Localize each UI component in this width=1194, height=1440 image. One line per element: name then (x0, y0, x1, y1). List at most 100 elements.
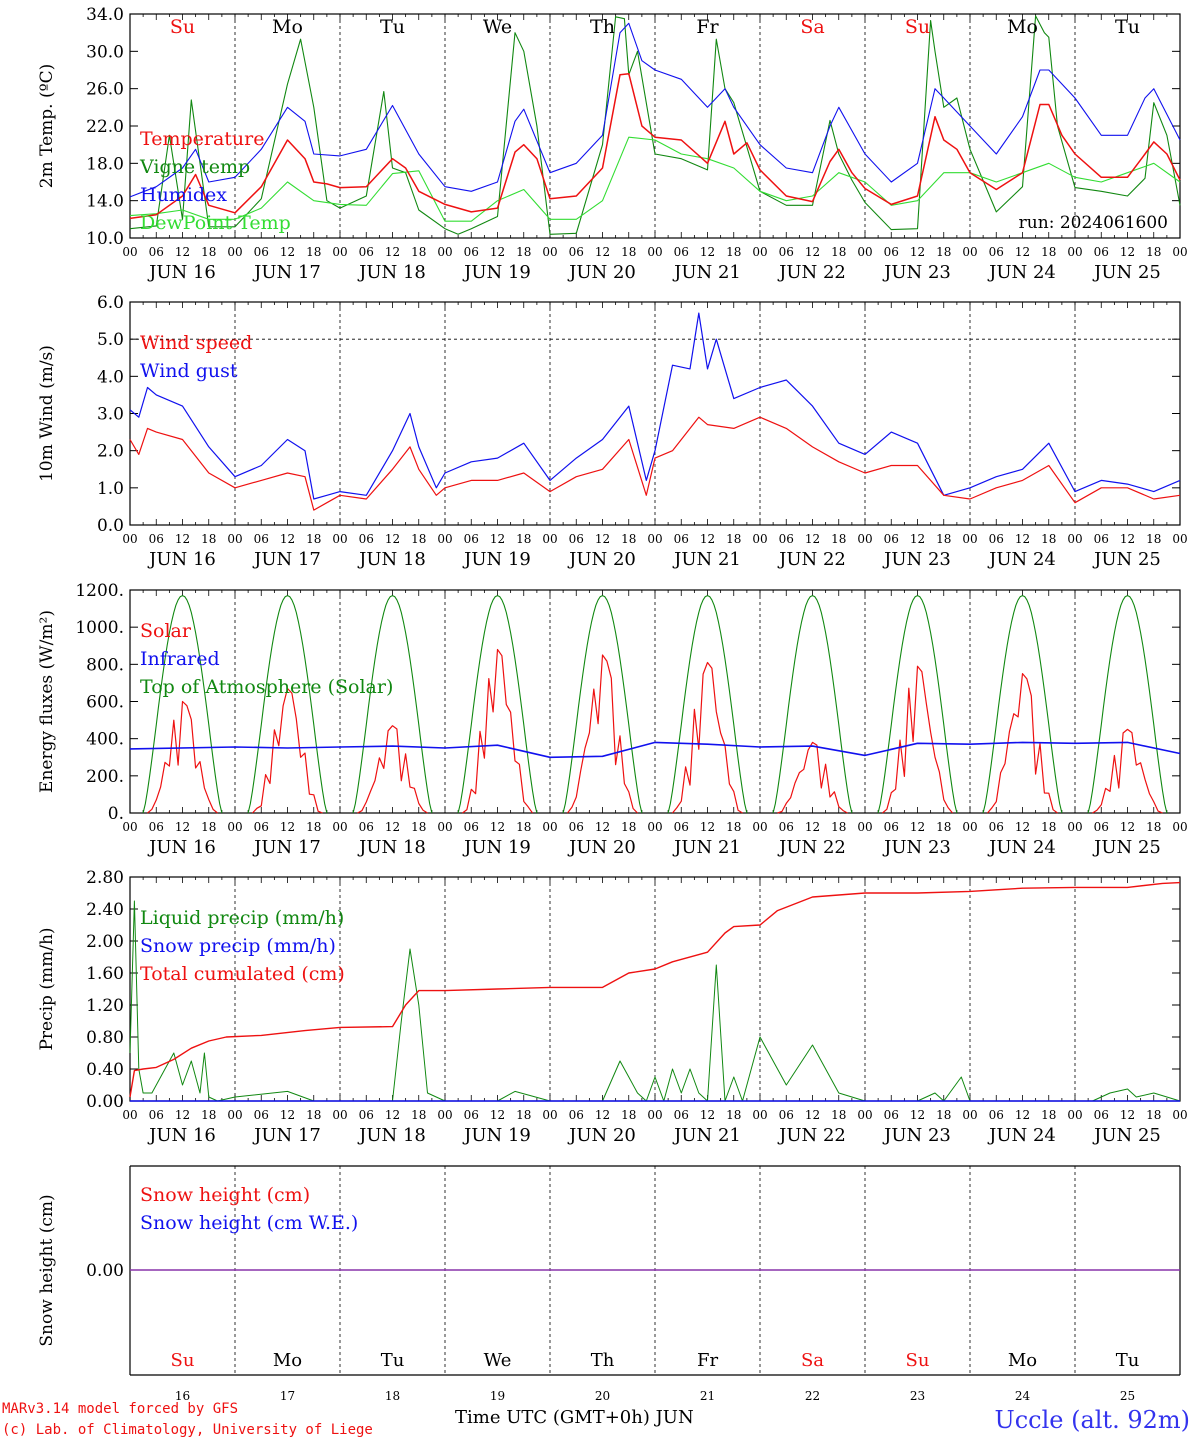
hour-tick-label: 18 (726, 1108, 741, 1122)
day-number: 16 (175, 1389, 190, 1403)
y-axis-label: 2m Temp. (ºC) (37, 64, 57, 189)
hour-tick-label: 00 (1067, 1108, 1082, 1122)
weekday-label: Su (171, 1350, 195, 1371)
hour-tick-label: 06 (569, 1108, 584, 1122)
date-label: JUN 25 (1092, 549, 1161, 570)
y-tick-label: 34.0 (86, 5, 124, 25)
hour-tick-label: 12 (595, 532, 610, 546)
hour-tick-label: 00 (1172, 532, 1187, 546)
legend-entry: Total cumulated (cm) (140, 963, 345, 985)
date-label: JUN 24 (987, 837, 1056, 858)
hour-tick-label: 06 (779, 1108, 794, 1122)
y-tick-label: 600. (86, 693, 124, 713)
hour-tick-label: 06 (884, 245, 899, 259)
y-tick-label: 14.0 (86, 192, 124, 212)
y-tick-label: 4.0 (97, 367, 124, 387)
hour-tick-label: 06 (149, 820, 164, 834)
series-solar (1092, 728, 1163, 814)
series-green (129, 15, 1181, 235)
legend-entry: Wind gust (140, 360, 238, 382)
hour-tick-label: 18 (831, 245, 846, 259)
weekday-label: Fr (697, 1350, 718, 1371)
hour-tick-label: 06 (254, 532, 269, 546)
y-tick-label: 5.0 (97, 330, 124, 350)
hour-tick-label: 12 (175, 1108, 190, 1122)
hour-tick-label: 18 (1041, 245, 1056, 259)
hour-tick-label: 00 (122, 532, 137, 546)
hour-tick-label: 12 (280, 820, 295, 834)
y-tick-label: 1.20 (86, 996, 124, 1016)
day-number: 17 (280, 1389, 295, 1403)
y-tick-label: 800. (86, 655, 124, 675)
hour-tick-label: 00 (1172, 245, 1187, 259)
y-axis-label: Precip (mm/h) (37, 927, 57, 1050)
hour-tick-label: 00 (647, 532, 662, 546)
hour-tick-label: 12 (175, 820, 190, 834)
date-label: JUN 24 (987, 1125, 1056, 1146)
y-tick-label: 1.0 (97, 479, 124, 499)
hour-tick-label: 06 (674, 1108, 689, 1122)
day-number: 24 (1015, 1389, 1031, 1403)
hour-tick-label: 18 (201, 532, 216, 546)
hour-tick-label: 00 (1067, 532, 1082, 546)
hour-tick-label: 12 (1120, 1108, 1135, 1122)
series-toa-solar (1087, 595, 1168, 814)
day-number: 18 (385, 1389, 400, 1403)
hour-tick-label: 00 (227, 1108, 242, 1122)
date-label: JUN 25 (1092, 1125, 1161, 1146)
station-label: Uccle (alt. 92m) (994, 1406, 1190, 1434)
hour-tick-label: 12 (910, 532, 925, 546)
date-label: JUN 16 (147, 549, 216, 570)
hour-tick-label: 00 (122, 820, 137, 834)
legend-entry: Wind speed (140, 332, 252, 354)
hour-tick-label: 18 (1146, 532, 1161, 546)
hour-tick-label: 06 (359, 532, 374, 546)
hour-tick-label: 00 (962, 1108, 977, 1122)
weekday-label: Mo (273, 1350, 302, 1371)
hour-tick-label: 18 (306, 1108, 321, 1122)
hour-tick-label: 06 (884, 820, 899, 834)
hour-tick-label: 18 (1146, 820, 1161, 834)
hour-tick-label: 06 (1094, 532, 1109, 546)
y-tick-label: 0.40 (86, 1060, 124, 1080)
hour-tick-label: 00 (542, 1108, 557, 1122)
date-label: JUN 25 (1092, 262, 1161, 283)
date-label: JUN 22 (777, 837, 846, 858)
series-solar (567, 654, 638, 814)
hour-tick-label: 00 (647, 245, 662, 259)
hour-tick-label: 18 (1041, 820, 1056, 834)
date-label: JUN 16 (147, 837, 216, 858)
date-label: JUN 24 (987, 549, 1056, 570)
hour-tick-label: 12 (700, 820, 715, 834)
legend-entry: Humidex (140, 184, 227, 206)
panel-4: 0.00 0.40 0.80 1.20 1.60 2.00 2.40 2.80 Precip (… (37, 868, 1188, 1146)
hour-tick-label: 06 (149, 1108, 164, 1122)
series-toa-solar (247, 595, 328, 814)
hour-tick-label: 12 (175, 245, 190, 259)
hour-tick-label: 06 (359, 820, 374, 834)
hour-tick-label: 12 (1015, 532, 1030, 546)
hour-tick-label: 00 (1067, 820, 1082, 834)
panel-5: 0.00 Snow height (cm) Snow height (cm) Snow… (37, 1165, 1181, 1403)
weekday-label: Th (590, 16, 615, 38)
hour-tick-label: 00 (857, 245, 872, 259)
hour-tick-label: 00 (1172, 820, 1187, 834)
hour-tick-label: 18 (936, 245, 951, 259)
weekday-label: Tu (1115, 16, 1140, 38)
date-label: JUN 17 (252, 262, 321, 283)
date-label: JUN 16 (147, 1125, 216, 1146)
hour-tick-label: 00 (1067, 245, 1082, 259)
weekday-label: Th (591, 1350, 615, 1371)
hour-tick-label: 18 (516, 820, 531, 834)
day-number: 22 (805, 1389, 820, 1403)
date-label: JUN 20 (567, 549, 636, 570)
day-number: 20 (595, 1389, 610, 1403)
weekday-label: Su (906, 1350, 930, 1371)
date-label: JUN 23 (882, 1125, 951, 1146)
hour-tick-label: 12 (385, 820, 400, 834)
date-label: JUN 18 (357, 262, 426, 283)
hour-tick-label: 12 (910, 1108, 925, 1122)
hour-tick-label: 06 (464, 820, 479, 834)
hour-tick-label: 12 (700, 245, 715, 259)
